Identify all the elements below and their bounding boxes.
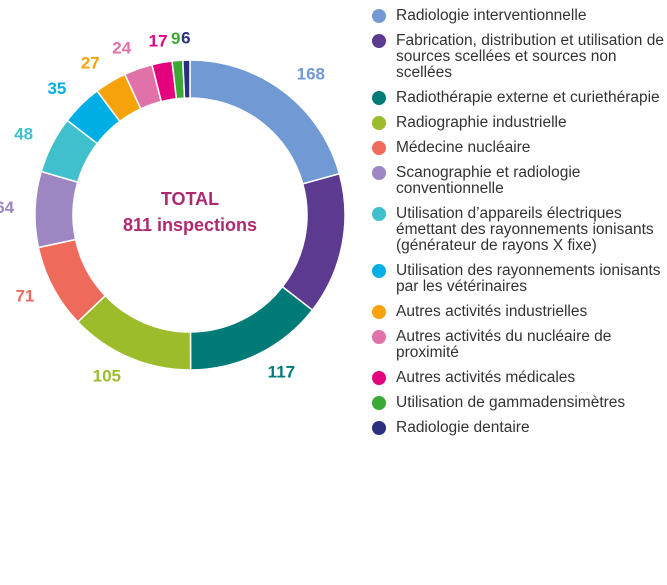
legend-label: Utilisation des rayonnements ionisants p… [396, 262, 661, 295]
data-label: 168 [297, 64, 325, 83]
donut-segment [76, 294, 192, 371]
legend: Radiologie interventionnelle Fabrication,… [372, 8, 664, 436]
legend-label: Radiologie dentaire [396, 419, 530, 436]
legend-label: Radiologie interventionnelle [396, 7, 587, 24]
legend-swatch [372, 264, 386, 278]
legend-swatch [372, 141, 386, 155]
legend-swatch [372, 207, 386, 221]
legend-item: Autres activités médicales [372, 370, 664, 386]
center-title: TOTAL [161, 189, 219, 209]
legend-label: Autres activités du nucléaire de proximi… [396, 328, 612, 361]
legend-swatch [372, 9, 386, 23]
legend-item: Autres activités du nucléaire de proximi… [372, 329, 664, 361]
legend-item: Fabrication, distribution et utilisation… [372, 33, 664, 81]
data-label: 117 [268, 362, 295, 381]
legend-label: Médecine nucléaire [396, 139, 531, 156]
legend-label: Radiographie industrielle [396, 114, 567, 131]
legend-label: Fabrication, distribution et utilisation… [396, 32, 664, 81]
center-subtitle: 811 inspections [123, 215, 257, 235]
legend-swatch [372, 116, 386, 130]
legend-swatch [372, 396, 386, 410]
donut-segment [182, 59, 191, 99]
legend-item: Scanographie et radiologie conventionnel… [372, 165, 664, 197]
legend-label: Scanographie et radiologie conventionnel… [396, 164, 581, 197]
legend-item: Utilisation de gammadensimètres [372, 395, 664, 411]
legend-item: Radiologie dentaire [372, 420, 664, 436]
legend-item: Autres activités industrielles [372, 304, 664, 320]
legend-label: Radiothérapie externe et curiethérapie [396, 89, 660, 106]
legend-swatch [372, 166, 386, 180]
chart: TOTAL 811 inspections 168120117105716448… [0, 29, 346, 385]
legend-label: Autres activités industrielles [396, 303, 588, 320]
data-label: 6 [181, 29, 190, 48]
data-label: 48 [14, 125, 33, 144]
legend-swatch [372, 305, 386, 319]
data-label: 24 [112, 39, 131, 58]
data-label: 27 [81, 53, 100, 72]
data-label: 35 [47, 79, 66, 98]
legend-swatch [372, 91, 386, 105]
legend-label: Utilisation d’appareils électriques émet… [396, 205, 654, 254]
data-label: 9 [171, 29, 180, 48]
donut-segment [34, 170, 79, 249]
legend-item: Médecine nucléaire [372, 140, 664, 156]
legend-label: Utilisation de gammadensimètres [396, 394, 626, 411]
data-label: 105 [93, 366, 121, 385]
legend-swatch [372, 34, 386, 48]
legend-item: Radiographie industrielle [372, 115, 664, 131]
legend-item: Radiothérapie externe et curiethérapie [372, 90, 664, 106]
legend-item: Radiologie interventionnelle [372, 8, 664, 24]
data-label: 71 [15, 287, 34, 306]
legend-swatch [372, 421, 386, 435]
legend-item: Utilisation des rayonnements ionisants p… [372, 263, 664, 295]
donut-segment [281, 172, 346, 312]
legend-label: Autres activités médicales [396, 369, 576, 386]
legend-item: Utilisation d’appareils électriques émet… [372, 206, 664, 254]
donut-segment [189, 285, 314, 371]
data-label: 64 [0, 198, 15, 217]
legend-swatch [372, 371, 386, 385]
legend-swatch [372, 330, 386, 344]
data-label: 17 [149, 31, 168, 50]
